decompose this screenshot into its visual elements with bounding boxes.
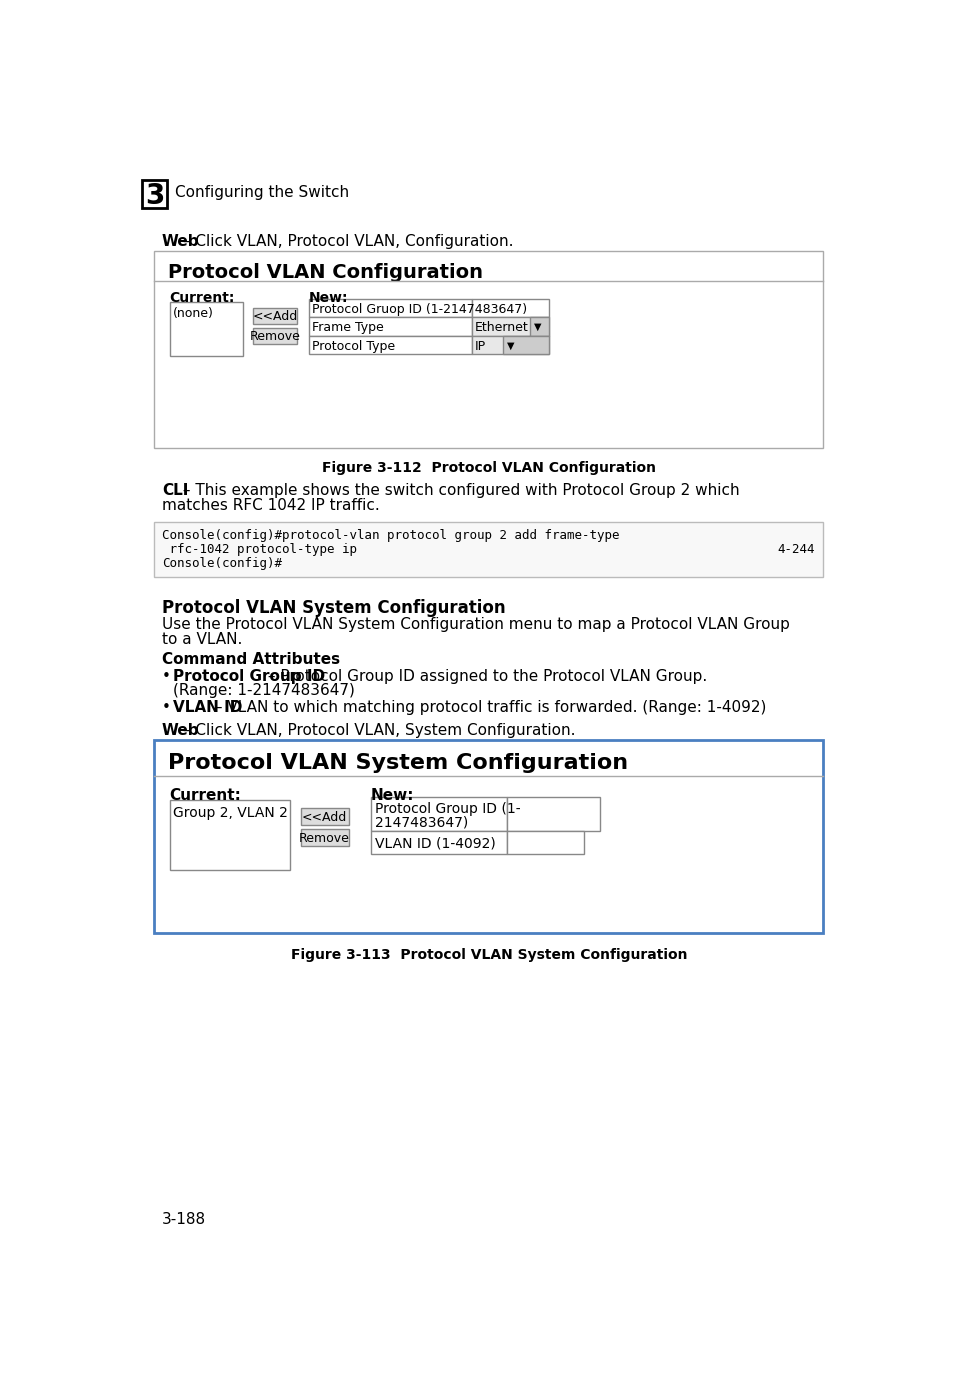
Text: Use the Protocol VLAN System Configuration menu to map a Protocol VLAN Group: Use the Protocol VLAN System Configurati… bbox=[162, 618, 789, 632]
Text: ▼: ▼ bbox=[534, 322, 540, 332]
Bar bbox=[472, 336, 549, 354]
Bar bbox=[309, 298, 472, 318]
Bar bbox=[472, 298, 549, 318]
Bar bbox=[170, 303, 243, 355]
Bar bbox=[142, 180, 167, 208]
Text: New:: New: bbox=[309, 291, 348, 305]
Text: Configuring the Switch: Configuring the Switch bbox=[174, 185, 349, 200]
Text: VLAN ID (1-4092): VLAN ID (1-4092) bbox=[375, 837, 496, 851]
Bar bbox=[371, 797, 506, 831]
Bar bbox=[472, 318, 549, 336]
Text: 4-244: 4-244 bbox=[777, 543, 815, 557]
Bar bbox=[300, 829, 348, 845]
Bar bbox=[506, 797, 599, 831]
Text: (none): (none) bbox=[172, 307, 213, 319]
Text: Figure 3-112  Protocol VLAN Configuration: Figure 3-112 Protocol VLAN Configuration bbox=[321, 461, 656, 476]
Text: Protocol Group ID (1-: Protocol Group ID (1- bbox=[375, 802, 520, 816]
Text: rfc-1042 protocol-type ip: rfc-1042 protocol-type ip bbox=[162, 543, 356, 557]
Bar bbox=[253, 328, 297, 344]
Text: 3-188: 3-188 bbox=[162, 1212, 206, 1227]
Text: Frame Type: Frame Type bbox=[312, 322, 383, 335]
Text: Web: Web bbox=[162, 723, 199, 738]
Text: 3: 3 bbox=[145, 182, 165, 210]
Text: •: • bbox=[162, 700, 171, 715]
Text: New:: New: bbox=[371, 788, 415, 802]
Text: Protocol Type: Protocol Type bbox=[312, 340, 395, 353]
Bar bbox=[154, 740, 822, 933]
Bar bbox=[154, 522, 822, 577]
Text: Web: Web bbox=[162, 235, 199, 250]
Text: Protocol VLAN System Configuration: Protocol VLAN System Configuration bbox=[162, 598, 505, 616]
Text: Command Attributes: Command Attributes bbox=[162, 652, 339, 668]
Bar bbox=[506, 831, 583, 854]
Text: Remove: Remove bbox=[250, 330, 300, 343]
Text: to a VLAN.: to a VLAN. bbox=[162, 633, 242, 647]
Text: Console(config)#: Console(config)# bbox=[162, 557, 281, 570]
Text: VLAN ID: VLAN ID bbox=[172, 700, 242, 715]
Text: 2147483647): 2147483647) bbox=[375, 816, 468, 830]
Text: – Click VLAN, Protocol VLAN, System Configuration.: – Click VLAN, Protocol VLAN, System Conf… bbox=[177, 723, 575, 738]
Text: – This example shows the switch configured with Protocol Group 2 which: – This example shows the switch configur… bbox=[177, 483, 739, 498]
Bar bbox=[300, 808, 348, 824]
Text: Group 2, VLAN 2: Group 2, VLAN 2 bbox=[172, 805, 287, 820]
Text: CLI: CLI bbox=[162, 483, 188, 498]
Bar bbox=[502, 336, 549, 354]
Bar bbox=[530, 318, 549, 336]
Bar bbox=[253, 308, 297, 323]
Text: <<Add: <<Add bbox=[302, 811, 347, 823]
Text: <<Add: <<Add bbox=[253, 310, 297, 323]
Bar bbox=[309, 318, 472, 336]
Text: Console(config)#protocol-vlan protocol group 2 add frame-type: Console(config)#protocol-vlan protocol g… bbox=[162, 529, 618, 543]
Text: – Protocol Group ID assigned to the Protocol VLAN Group.: – Protocol Group ID assigned to the Prot… bbox=[262, 669, 706, 684]
Text: Current:: Current: bbox=[170, 788, 241, 802]
Text: Remove: Remove bbox=[299, 831, 350, 844]
Text: Protocol VLAN Configuration: Protocol VLAN Configuration bbox=[168, 262, 482, 282]
Text: (Range: 1-2147483647): (Range: 1-2147483647) bbox=[172, 683, 355, 698]
Bar bbox=[371, 831, 506, 854]
Text: matches RFC 1042 IP traffic.: matches RFC 1042 IP traffic. bbox=[162, 498, 379, 514]
Text: Protocol VLAN System Configuration: Protocol VLAN System Configuration bbox=[168, 752, 627, 773]
Bar bbox=[170, 801, 290, 869]
Text: Protocol Group ID: Protocol Group ID bbox=[172, 669, 325, 684]
Text: ▼: ▼ bbox=[506, 340, 514, 351]
Text: – VLAN to which matching protocol traffic is forwarded. (Range: 1-4092): – VLAN to which matching protocol traffi… bbox=[210, 700, 765, 715]
Text: Protocol Gruop ID (1-2147483647): Protocol Gruop ID (1-2147483647) bbox=[312, 303, 527, 316]
Text: Figure 3-113  Protocol VLAN System Configuration: Figure 3-113 Protocol VLAN System Config… bbox=[291, 948, 686, 962]
Text: IP: IP bbox=[475, 340, 486, 353]
Text: – Click VLAN, Protocol VLAN, Configuration.: – Click VLAN, Protocol VLAN, Configurati… bbox=[177, 235, 513, 250]
Text: •: • bbox=[162, 669, 171, 684]
Bar bbox=[154, 251, 822, 447]
Bar bbox=[309, 336, 472, 354]
Text: Current:: Current: bbox=[170, 291, 234, 305]
Text: Ethernet: Ethernet bbox=[475, 322, 528, 335]
